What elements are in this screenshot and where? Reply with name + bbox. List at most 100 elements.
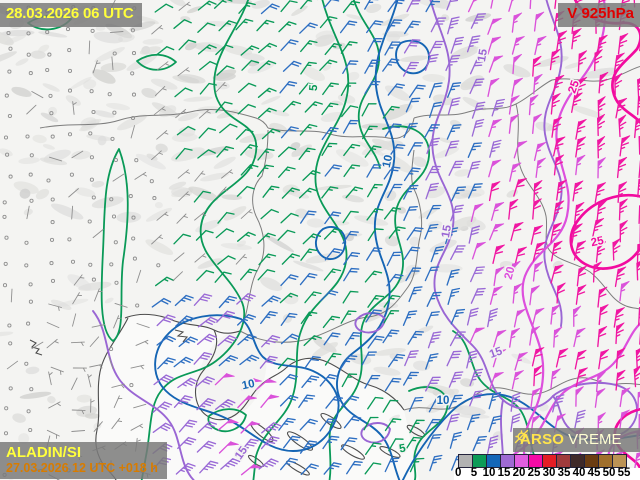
wind-barb-shaft: [386, 273, 404, 287]
wind-barb-shaft: [385, 19, 403, 34]
wind-barb-shaft: [89, 363, 104, 369]
wind-barb-shaft: [26, 104, 37, 115]
wind-barb: [468, 225, 481, 244]
wind-barb-shaft: [595, 244, 606, 263]
contour-label: 15: [440, 224, 454, 239]
wind-barb: [322, 315, 341, 329]
wind-barb-shaft: [319, 59, 338, 71]
wind-barb: [279, 373, 298, 386]
wind-barb-shaft: [216, 186, 229, 198]
legend-swatch: [514, 454, 529, 468]
wind-barb: [3, 431, 9, 436]
wind-barb-shaft: [382, 58, 400, 72]
wind-barb-shaft: [279, 81, 298, 94]
wind-barb: [28, 299, 33, 304]
wind-barb: [129, 383, 134, 388]
wind-barb-shaft: [157, 357, 176, 370]
wind-barb: [384, 41, 401, 56]
wind-barb-shaft: [238, 82, 257, 93]
wind-barb-shaft: [388, 353, 406, 368]
wind-barb-shaft: [257, 164, 275, 177]
wind-barb: [365, 309, 382, 323]
wind-barb-shaft: [322, 315, 341, 329]
wind-barb-shaft: [26, 205, 30, 220]
wind-barb: [402, 61, 419, 77]
wind-barb-shaft: [342, 290, 359, 304]
wind-barb: [426, 204, 442, 220]
wind-barb-shaft: [449, 331, 466, 347]
wind-barb-shaft: [613, 309, 624, 328]
wind-barb: [298, 394, 316, 409]
wind-barb: [279, 81, 298, 94]
wind-barb-shaft: [511, 79, 516, 97]
wind-barb-shaft: [195, 229, 214, 241]
wind-barb: [299, 418, 318, 431]
wind-barb: [217, 418, 239, 431]
wind-barb: [2, 283, 8, 288]
wind-barb: [488, 415, 502, 433]
wind-barb-shaft: [342, 210, 359, 224]
wind-barb-shaft: [425, 376, 441, 392]
wind-barb-shaft: [282, 60, 302, 72]
wind-barb: [429, 101, 443, 118]
wind-barb: [6, 30, 11, 36]
wind-barb: [556, 179, 567, 201]
wind-barb: [467, 160, 481, 178]
wind-barb-shaft: [241, 59, 260, 71]
wind-barb: [193, 190, 211, 203]
wind-barb: [488, 55, 504, 73]
wind-barb: [529, 325, 541, 346]
island-outline: [379, 446, 401, 458]
wind-barb: [67, 132, 73, 137]
wind-barb: [594, 182, 607, 203]
wind-barb: [614, 72, 623, 96]
wind-barb-shaft: [403, 371, 419, 386]
wind-barb: [574, 201, 585, 224]
wind-barb: [240, 438, 259, 452]
wind-barb-shaft: [445, 227, 459, 245]
wind-barb: [219, 123, 238, 134]
wind-barb: [112, 110, 117, 115]
wind-barb-shaft: [404, 20, 421, 35]
wind-barb: [635, 348, 640, 369]
wind-barb: [446, 0, 459, 11]
wind-barb-shaft: [194, 170, 206, 182]
wind-barb-shaft: [405, 97, 421, 113]
wind-barb: [533, 11, 545, 32]
wind-barb: [533, 179, 543, 202]
wind-barb: [383, 166, 401, 180]
wind-barb-shaft: [278, 21, 297, 33]
wind-barb-shaft: [553, 157, 564, 176]
wind-barb: [550, 222, 563, 243]
wind-barb-shaft: [345, 186, 364, 199]
wind-barb-shaft: [175, 147, 193, 160]
wind-barb: [50, 366, 64, 375]
wind-barb: [2, 200, 7, 205]
wind-barb: [258, 42, 278, 54]
wind-barb: [173, 233, 191, 245]
wind-barb-shaft: [450, 36, 464, 54]
wind-barb-shaft: [490, 203, 499, 221]
wind-barb: [403, 167, 421, 182]
wind-barb: [178, 39, 197, 51]
wind-barb-shaft: [549, 51, 560, 71]
wind-barb-shaft: [282, 100, 302, 113]
wind-barb-shaft: [469, 327, 478, 344]
contour-label: 15: [476, 48, 490, 63]
wind-barb: [382, 105, 400, 119]
wind-barb: [341, 395, 360, 408]
wind-barb: [68, 188, 79, 198]
wind-barb: [49, 111, 54, 116]
wind-barb: [298, 82, 317, 95]
wind-barb-shaft: [430, 246, 445, 263]
wind-barb: [237, 334, 257, 346]
wind-barb-shaft: [280, 312, 298, 326]
wind-barb: [445, 54, 461, 72]
wind-barb-shaft: [409, 457, 425, 473]
wind-barb-shaft: [196, 269, 215, 281]
wind-barb: [130, 125, 135, 139]
model-info-box: ALADIN/SI 27.03.2026 12 UTC +018 h: [0, 441, 167, 479]
wind-barb: [235, 128, 254, 140]
wind-barb: [387, 83, 405, 96]
